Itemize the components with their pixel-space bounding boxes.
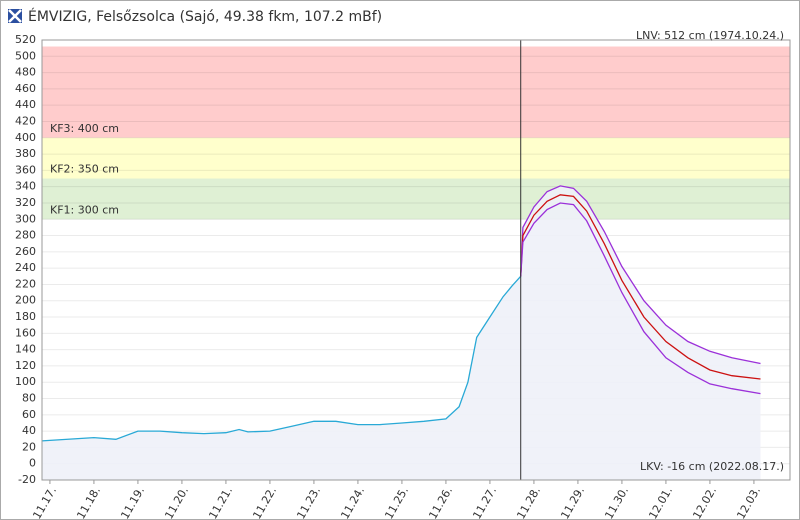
- y-tick-label: 400: [15, 131, 36, 144]
- series-line: [520, 185, 761, 365]
- y-tick-label: 380: [15, 147, 36, 160]
- annotation: LNV: 512 cm (1974.10.24.): [636, 29, 784, 42]
- area: [42, 276, 521, 480]
- y-tick-label: 260: [15, 245, 36, 258]
- threshold-band: [42, 178, 790, 220]
- y-tick-label: 420: [15, 114, 36, 127]
- area: [520, 185, 761, 480]
- y-tick-label: 20: [22, 440, 36, 453]
- threshold-band: [42, 137, 790, 179]
- y-tick-label: 220: [15, 277, 36, 290]
- y-tick-label: 0: [29, 457, 36, 470]
- series-line: [41, 275, 522, 442]
- series-line: [520, 194, 761, 380]
- y-tick-label: 480: [15, 66, 36, 79]
- y-tick-label: 320: [15, 196, 36, 209]
- y-tick-label: 300: [15, 212, 36, 225]
- band-label: KF1: 300 cm: [50, 203, 119, 216]
- y-tick-label: -20: [18, 473, 36, 486]
- annotation: LKV: -16 cm (2022.08.17.): [640, 460, 784, 473]
- y-tick-label: 360: [15, 163, 36, 176]
- y-tick-label: 460: [15, 82, 36, 95]
- y-tick-label: 100: [15, 375, 36, 388]
- threshold-band: [42, 46, 790, 138]
- chart-title: ÉMVIZIG, Felsőzsolca (Sajó, 49.38 fkm, 1…: [28, 8, 382, 25]
- y-tick-label: 200: [15, 294, 36, 307]
- y-tick-label: 280: [15, 229, 36, 242]
- y-tick-label: 520: [15, 33, 36, 46]
- y-tick-label: 40: [22, 424, 36, 437]
- band-label: KF2: 350 cm: [50, 163, 119, 176]
- y-tick-label: 440: [15, 98, 36, 111]
- series-line: [520, 202, 761, 395]
- plot-border: [41, 39, 791, 481]
- band-label: KF3: 400 cm: [50, 122, 119, 135]
- y-tick-label: 140: [15, 343, 36, 356]
- y-tick-label: 160: [15, 326, 36, 339]
- y-tick-label: 240: [15, 261, 36, 274]
- y-tick-label: 80: [22, 392, 36, 405]
- y-tick-label: 500: [15, 49, 36, 62]
- y-tick-label: 340: [15, 180, 36, 193]
- y-tick-label: 180: [15, 310, 36, 323]
- logo: [8, 9, 22, 23]
- y-tick-label: 120: [15, 359, 36, 372]
- y-tick-label: 60: [22, 408, 36, 421]
